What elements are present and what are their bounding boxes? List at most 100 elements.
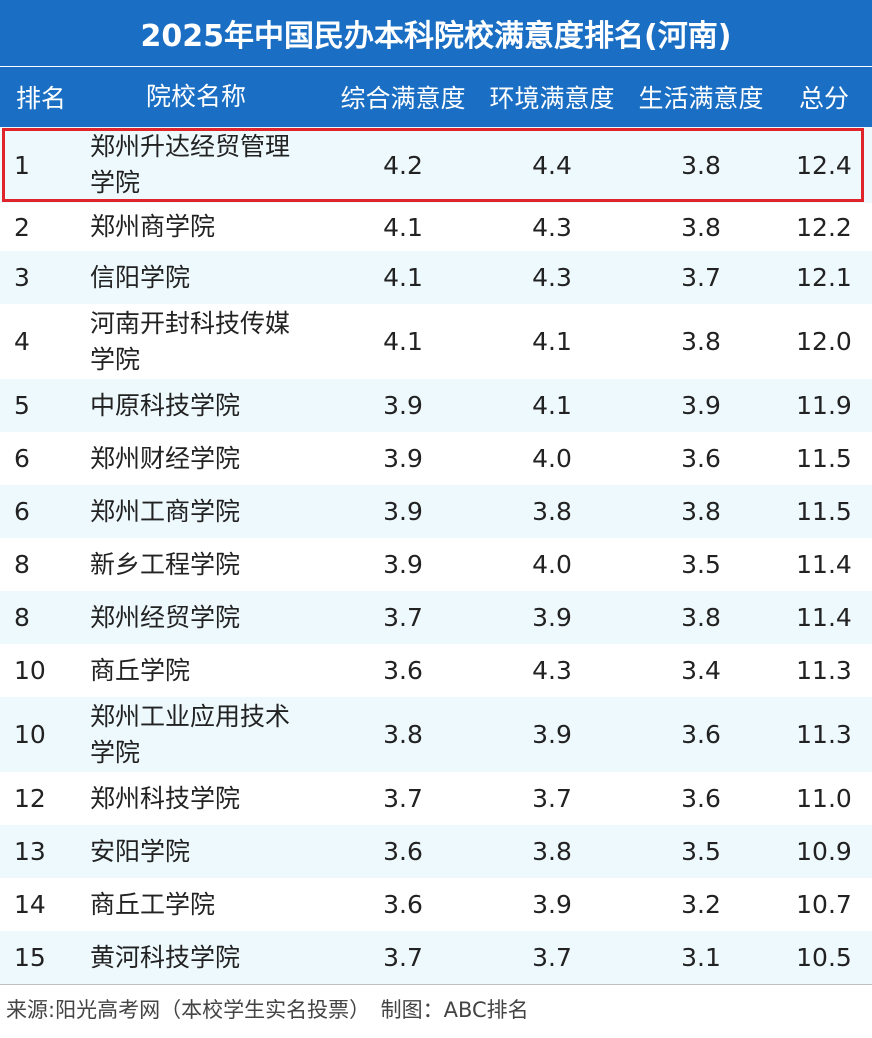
cell-overall: 3.7 <box>383 784 423 813</box>
cell-life: 3.5 <box>681 837 721 866</box>
cell-env: 3.8 <box>532 837 572 866</box>
cell-total: 11.5 <box>796 497 852 526</box>
cell-life: 3.8 <box>681 603 721 632</box>
table-row: 12 郑州科技学院 3.7 3.7 3.6 11.0 <box>0 772 872 825</box>
cell-total: 11.5 <box>796 444 852 473</box>
cell-env: 4.3 <box>532 263 572 292</box>
cell-life: 3.8 <box>681 497 721 526</box>
table-row: 2 郑州商学院 4.1 4.3 3.8 12.2 <box>0 203 872 251</box>
cell-env: 3.9 <box>532 603 572 632</box>
cell-rank: 6 <box>14 497 30 526</box>
cell-name: 信阳学院 <box>90 262 191 292</box>
cell-overall: 3.7 <box>383 603 423 632</box>
header-overall: 综合满意度 <box>340 84 466 113</box>
cell-rank: 10 <box>14 720 46 749</box>
table-row: 4 河南开封科技传媒 学院 4.1 4.1 3.8 12.0 <box>0 304 872 379</box>
cell-name: 黄河科技学院 <box>90 942 241 972</box>
cell-overall: 4.1 <box>383 263 423 292</box>
source-footer: 来源:阳光高考网（本校学生实名投票） 制图：ABC排名 <box>0 985 872 1033</box>
cell-total: 10.5 <box>796 943 852 972</box>
table-row: 6 郑州财经学院 3.9 4.0 3.6 11.5 <box>0 432 872 485</box>
cell-overall: 4.1 <box>383 212 423 242</box>
cell-life: 3.6 <box>681 720 721 749</box>
cell-life: 3.6 <box>681 444 721 473</box>
cell-rank: 8 <box>14 603 30 632</box>
cell-overall: 3.6 <box>383 837 423 866</box>
header-life: 生活满意度 <box>638 84 764 113</box>
cell-rank: 14 <box>14 890 46 919</box>
cell-name: 郑州经贸学院 <box>90 602 241 632</box>
cell-total: 12.1 <box>796 263 852 292</box>
cell-env: 3.7 <box>532 943 572 972</box>
header-name: 院校名称 <box>146 82 247 111</box>
cell-life: 3.5 <box>681 550 721 579</box>
cell-overall: 3.7 <box>383 943 423 972</box>
cell-overall: 3.9 <box>383 391 423 420</box>
cell-rank: 10 <box>14 656 46 685</box>
cell-env: 3.7 <box>532 784 572 813</box>
table-row: 5 中原科技学院 3.9 4.1 3.9 11.9 <box>0 379 872 432</box>
header-rank: 排名 <box>16 84 67 113</box>
cell-env: 4.1 <box>532 391 572 420</box>
cell-total: 10.7 <box>796 890 852 919</box>
cell-rank: 3 <box>14 263 30 292</box>
table-row: 1 郑州升达经贸管理 学院 4.2 4.4 3.8 12.4 <box>0 127 872 203</box>
table-row: 3 信阳学院 4.1 4.3 3.7 12.1 <box>0 251 872 304</box>
cell-life: 3.7 <box>681 263 721 292</box>
cell-name: 商丘学院 <box>90 655 191 685</box>
header-env: 环境满意度 <box>489 84 615 113</box>
cell-overall: 4.1 <box>383 327 423 356</box>
table-row: 10 商丘学院 3.6 4.3 3.4 11.3 <box>0 644 872 697</box>
cell-overall: 3.9 <box>383 444 423 473</box>
cell-name: 郑州升达经贸管理 学院 <box>90 132 291 197</box>
cell-name: 郑州商学院 <box>90 212 216 241</box>
table-row: 8 新乡工程学院 3.9 4.0 3.5 11.4 <box>0 538 872 591</box>
cell-env: 3.9 <box>532 720 572 749</box>
cell-overall: 3.9 <box>383 497 423 526</box>
cell-overall: 3.9 <box>383 550 423 579</box>
table-row: 14 商丘工学院 3.6 3.9 3.2 10.7 <box>0 878 872 931</box>
cell-env: 4.1 <box>532 327 572 356</box>
table-row: 13 安阳学院 3.6 3.8 3.5 10.9 <box>0 825 872 878</box>
cell-total: 11.4 <box>796 603 852 632</box>
cell-rank: 6 <box>14 444 30 473</box>
cell-overall: 3.6 <box>383 656 423 685</box>
cell-env: 4.0 <box>532 550 572 579</box>
cell-total: 11.3 <box>796 720 852 749</box>
cell-env: 3.8 <box>532 497 572 526</box>
cell-env: 3.9 <box>532 890 572 919</box>
cell-total: 11.9 <box>796 391 852 420</box>
cell-name: 安阳学院 <box>90 836 191 866</box>
cell-rank: 1 <box>14 150 30 180</box>
cell-life: 3.1 <box>681 943 721 972</box>
cell-life: 3.9 <box>681 391 721 420</box>
table-row: 8 郑州经贸学院 3.7 3.9 3.8 11.4 <box>0 591 872 644</box>
cell-overall: 3.8 <box>383 720 423 749</box>
cell-total: 11.0 <box>796 784 852 813</box>
cell-env: 4.3 <box>532 656 572 685</box>
cell-rank: 15 <box>14 943 46 972</box>
cell-env: 4.4 <box>532 150 572 180</box>
cell-rank: 4 <box>14 327 30 356</box>
cell-total: 11.4 <box>796 550 852 579</box>
cell-name: 郑州科技学院 <box>90 783 241 813</box>
cell-name: 郑州工业应用技术 学院 <box>90 701 291 767</box>
table-title: 2025年中国民办本科院校满意度排名(河南) <box>0 0 872 67</box>
cell-rank: 12 <box>14 784 46 813</box>
cell-name: 新乡工程学院 <box>90 549 241 579</box>
cell-rank: 2 <box>14 212 30 242</box>
cell-name: 商丘工学院 <box>90 889 216 919</box>
cell-rank: 8 <box>14 550 30 579</box>
cell-life: 3.8 <box>681 212 721 242</box>
cell-total: 12.4 <box>796 150 852 180</box>
cell-life: 3.8 <box>681 150 721 180</box>
cell-rank: 5 <box>14 391 30 420</box>
cell-life: 3.6 <box>681 784 721 813</box>
footer-divider <box>0 984 872 985</box>
cell-life: 3.4 <box>681 656 721 685</box>
table-row: 6 郑州工商学院 3.9 3.8 3.8 11.5 <box>0 485 872 538</box>
cell-overall: 3.6 <box>383 890 423 919</box>
cell-name: 郑州财经学院 <box>90 443 241 473</box>
table-body: 1 郑州升达经贸管理 学院 4.2 4.4 3.8 12.4 2 郑州商学院 4.1 4.3 3.8 1… <box>0 127 872 984</box>
